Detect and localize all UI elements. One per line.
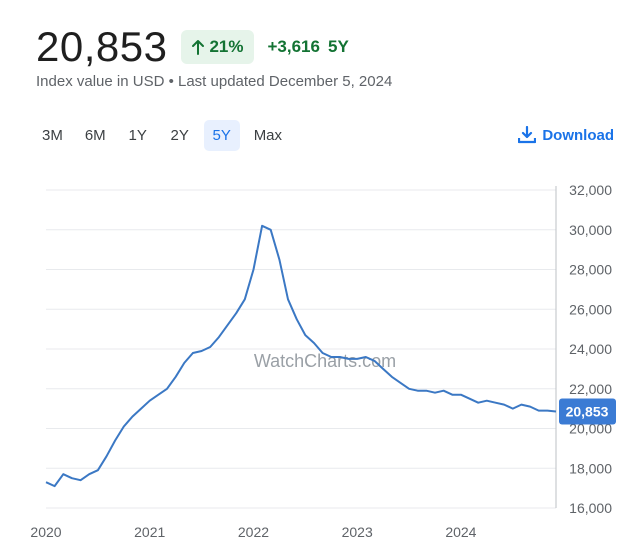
x-tick-label: 2023 [342,524,373,540]
arrow-up-icon [192,40,205,55]
download-icon [518,126,537,144]
y-tick-label: 16,000 [569,500,612,516]
line-chart: 16,00018,00020,00022,00024,00026,00028,0… [30,182,616,540]
range-3m-button[interactable]: 3M [42,127,63,144]
percent-change-value: 21% [209,37,244,56]
x-tick-label: 2020 [30,524,61,540]
y-tick-label: 32,000 [569,182,612,198]
last-value-badge-bg [559,398,616,425]
y-tick-label: 28,000 [569,262,612,278]
watermark: WatchCharts.com [254,351,396,371]
y-tick-label: 18,000 [569,460,612,476]
index-value: 20,853 [36,23,168,70]
absolute-change: +3,616 [267,37,320,56]
range-5y-button[interactable]: 5Y [203,120,240,151]
range-1y-button[interactable]: 1Y [128,127,147,144]
last-value-label: 20,853 [566,404,609,420]
download-label: Download [542,126,614,144]
series-line [45,224,557,488]
x-tick-label: 2024 [445,524,476,540]
y-tick-label: 22,000 [569,381,612,397]
y-tick-label: 30,000 [569,222,612,238]
y-tick-labels: 16,00018,00020,00022,00024,00026,00028,0… [569,182,612,516]
x-tick-labels: 2020 2021 2022 2023 2024 [30,524,476,540]
range-max-button[interactable]: Max [253,127,283,144]
range-2y-button[interactable]: 2Y [170,127,189,144]
header: 20,853 21% +3,616 5Y [36,22,349,72]
subtitle: Index value in USD • Last updated Decemb… [36,73,393,90]
range-selector: 3M 6M 1Y 2Y 5Y Max [34,120,290,151]
change-period: 5Y [327,37,349,56]
x-tick-label: 2022 [238,524,269,540]
download-button[interactable]: Download [518,126,614,144]
grid-lines [46,189,556,509]
y-tick-label: 24,000 [569,341,612,357]
x-tick-label: 2021 [134,524,165,540]
percent-change-badge: 21% [181,30,254,64]
last-value-badge: 20,853 [559,398,616,425]
range-6m-button[interactable]: 6M [84,127,106,144]
y-tick-label: 26,000 [569,301,612,317]
